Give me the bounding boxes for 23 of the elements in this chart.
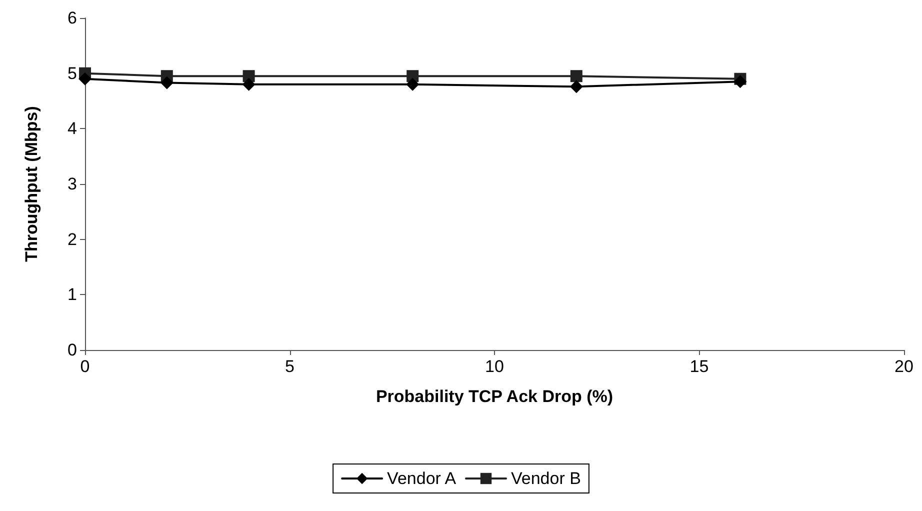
legend-label: Vendor A	[387, 469, 457, 488]
y-tick-label: 1	[68, 285, 77, 304]
point	[160, 76, 174, 90]
y-axis-title: Throughput (Mbps)	[22, 106, 41, 262]
y-tick-label: 4	[68, 119, 77, 138]
y-tick-label: 2	[68, 230, 77, 249]
x-tick-label: 20	[894, 357, 914, 376]
y-tick-label: 5	[68, 64, 77, 83]
y-tick-label: 3	[68, 174, 77, 194]
point	[570, 80, 583, 94]
point	[570, 70, 582, 82]
y-tick-label: 0	[68, 340, 77, 360]
point	[242, 78, 256, 91]
x-axis-title: Probability TCP Ack Drop (%)	[376, 387, 614, 406]
x-tick-label: 5	[285, 357, 294, 376]
point	[78, 72, 92, 86]
point	[734, 75, 747, 88]
point	[406, 78, 420, 91]
x-tick-label: 10	[485, 357, 504, 376]
x-tick-label: 15	[690, 357, 709, 376]
x-tick-label: 0	[80, 357, 90, 376]
legend-label: Vendor B	[511, 469, 581, 488]
y-tick-label: 6	[68, 8, 77, 28]
